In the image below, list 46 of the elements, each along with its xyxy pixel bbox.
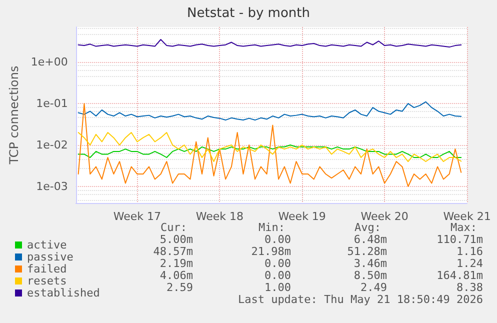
y-tick-label: 1e-03	[36, 180, 68, 193]
line-series	[78, 132, 462, 162]
x-tick-label: Week 18	[196, 210, 244, 223]
legend-label: failed	[27, 262, 67, 276]
text: 0.00	[264, 269, 291, 282]
legend-label: established	[27, 286, 100, 300]
line-series	[78, 101, 462, 121]
text: Max:	[450, 221, 477, 234]
legend-label: active	[27, 238, 67, 252]
text: 0.00	[264, 257, 291, 270]
text: 48.57m	[153, 245, 193, 258]
x-tick-label: Week 21	[443, 210, 491, 223]
text: Last update: Thu May 21 18:50:49 2026	[238, 293, 483, 306]
text: 0.00	[264, 233, 291, 246]
text: 8.38	[456, 281, 483, 294]
legend-label: passive	[27, 250, 74, 264]
x-tick-label: Week 17	[113, 210, 162, 223]
x-tick-label: Week 20	[360, 210, 408, 223]
text: Avg:	[354, 221, 381, 234]
y-tick-label: 1e-01	[36, 97, 68, 110]
text: 164.81m	[436, 269, 483, 282]
text: 1.00	[264, 281, 291, 294]
text: 8.50m	[354, 269, 387, 282]
text: 2.19m	[160, 257, 193, 270]
text: 2.59	[166, 281, 193, 294]
line-series	[78, 144, 462, 158]
text: Min:	[258, 221, 285, 234]
text: 51.28m	[347, 245, 387, 258]
text: 21.98m	[251, 245, 291, 258]
line-series	[78, 38, 462, 48]
y-tick-label: 1e+00	[30, 56, 68, 69]
text: Cur:	[160, 221, 187, 234]
text: 110.71m	[436, 233, 483, 246]
text: 1.24	[456, 257, 483, 270]
text: 4.06m	[160, 269, 193, 282]
text: 2.49	[360, 281, 387, 294]
text: 5.00m	[160, 233, 193, 246]
x-tick-label: Week 19	[278, 210, 326, 223]
text: 1.16	[456, 245, 483, 258]
legend-label: resets	[27, 274, 67, 288]
text: 6.48m	[354, 233, 387, 246]
text: 3.46m	[354, 257, 387, 270]
y-axis-title: TCP connections	[7, 66, 21, 166]
chart-title: Netstat - by month	[187, 6, 310, 21]
y-tick-label: 1e-02	[36, 138, 68, 152]
line-series	[78, 103, 462, 187]
